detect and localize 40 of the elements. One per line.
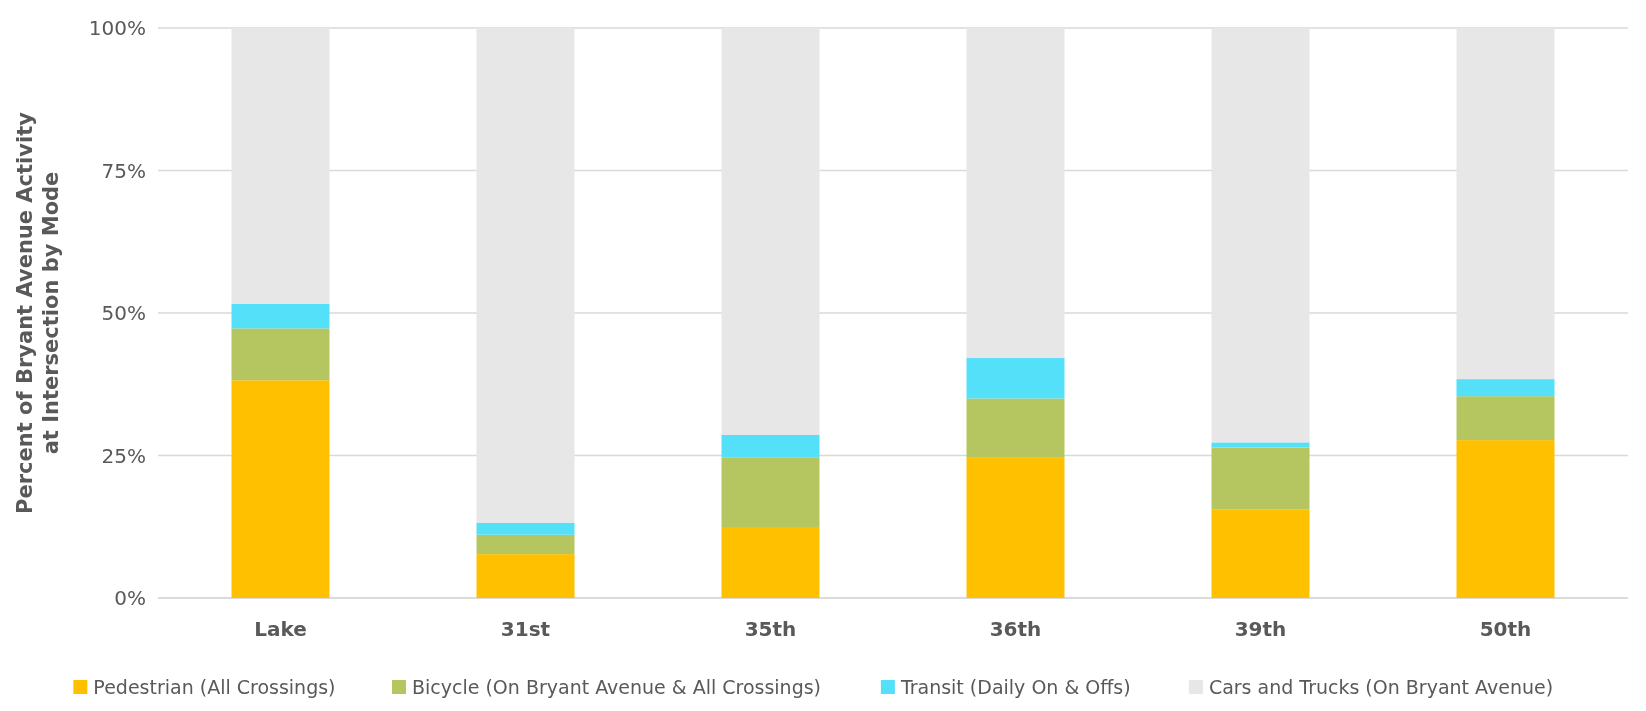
bar [1456,379,1555,397]
bar [476,28,575,523]
y-tick-label: 0% [114,586,146,610]
x-tick-label: 39th [1234,617,1287,641]
bar [721,457,820,528]
x-tick-label: 50th [1479,617,1532,641]
bar [721,28,820,435]
x-tick-label: 31st [500,617,551,641]
bar [1211,442,1310,448]
bar [721,434,820,458]
bar [1456,440,1555,598]
bar [1211,28,1310,443]
legend-label: Cars and Trucks (On Bryant Avenue) [1208,676,1554,698]
y-tick-label: 75% [101,158,146,183]
bar [231,328,330,381]
y-tick-label: 25% [101,443,146,468]
legend-label: Transit (Daily On & Offs) [899,676,1131,698]
legend-label: Bicycle (On Bryant Avenue & All Crossings) [412,676,822,698]
bar [231,28,330,304]
bar [476,522,575,535]
x-tick-label: 35th [744,617,797,641]
bar [1456,28,1555,380]
bar [1211,509,1310,598]
bar [966,358,1065,399]
y-tick-label: 50% [101,301,146,325]
bar [966,28,1065,359]
bar [231,380,330,598]
bar [1211,447,1310,510]
bar [721,527,820,598]
bar [231,303,330,329]
y-axis-title: Percent of Bryant Avenue Activity at Intersection by Mode [13,111,64,514]
x-tick-label: 36th [989,617,1042,641]
bar [1456,396,1555,441]
bar [476,554,575,598]
x-tick-label: Lake [254,617,307,641]
bar [966,457,1065,598]
y-tick-label: 100% [88,16,146,40]
bar [476,534,575,555]
bar [966,398,1065,458]
legend-label: Pedestrian (All Crossings) [93,676,336,698]
